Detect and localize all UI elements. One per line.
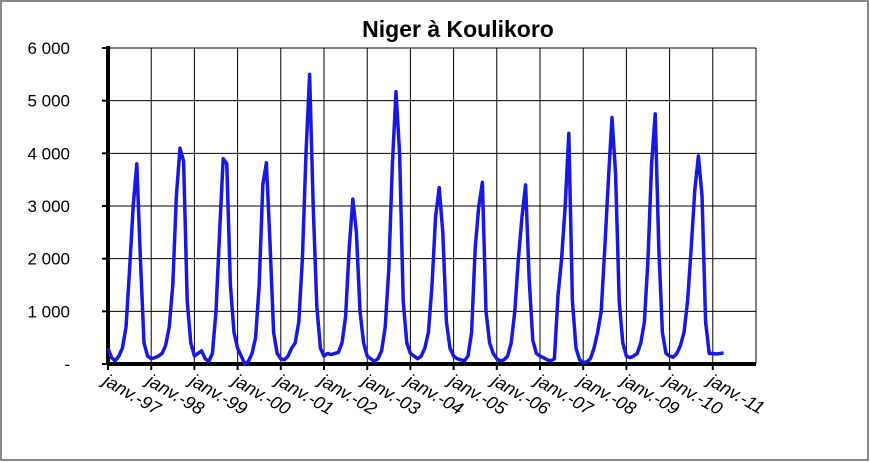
y-tick-label: 5 000 bbox=[27, 92, 70, 111]
data-line bbox=[106, 72, 724, 366]
y-tick-label: - bbox=[64, 355, 70, 374]
y-tick-label: 6 000 bbox=[27, 39, 70, 58]
y-tick-label: 1 000 bbox=[27, 302, 70, 321]
chart-title: Niger à Koulikoro bbox=[362, 16, 554, 42]
y-tick-label: 4 000 bbox=[27, 144, 70, 163]
y-tick-label: 2 000 bbox=[27, 250, 70, 269]
y-tick-label: 3 000 bbox=[27, 197, 70, 216]
